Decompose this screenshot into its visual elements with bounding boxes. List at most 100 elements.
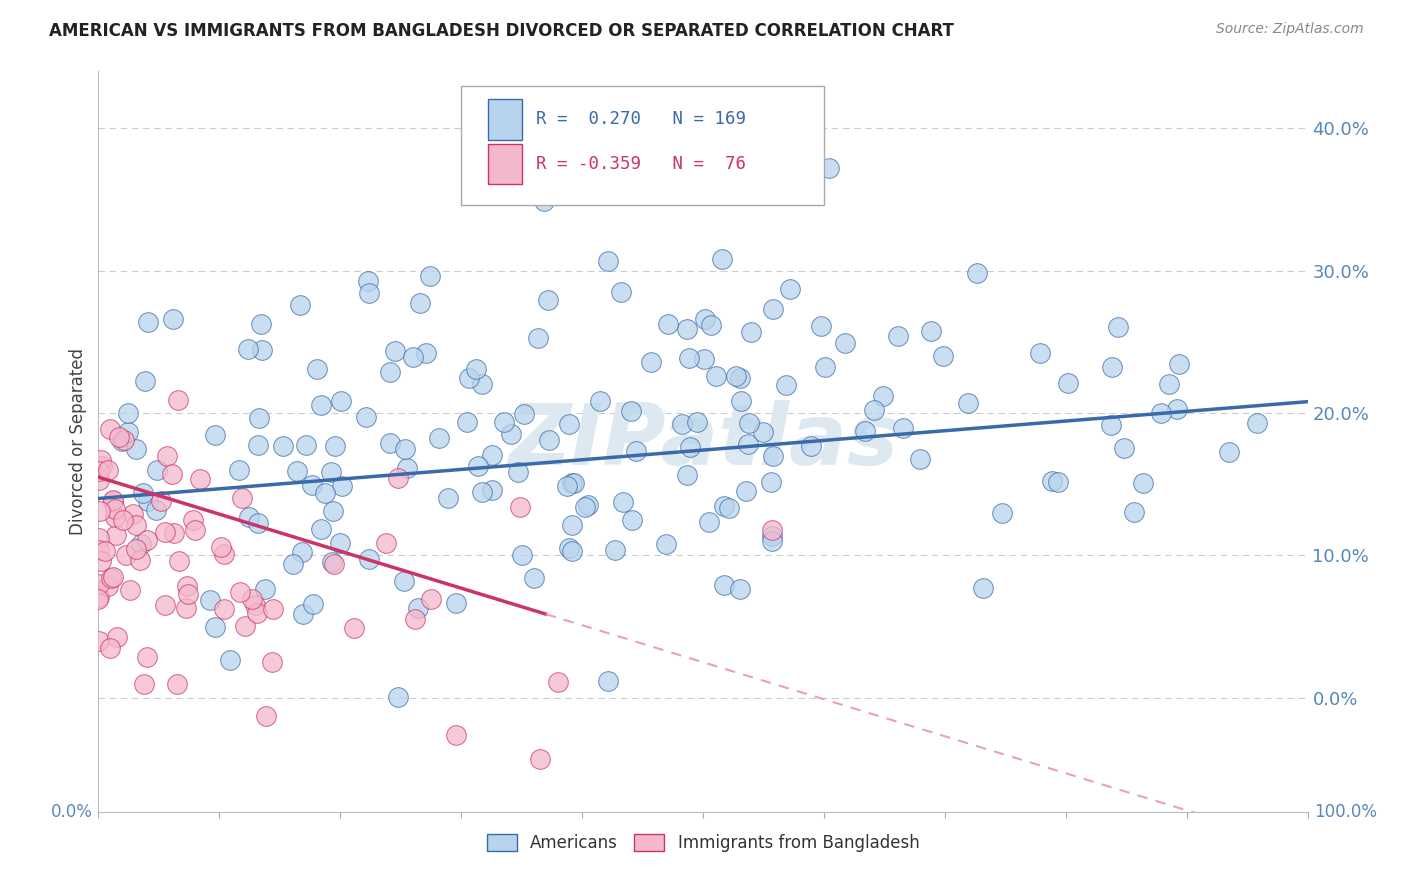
Point bbox=[131, 486, 153, 500]
Point bbox=[406, 601, 429, 615]
Point bbox=[89, 504, 111, 518]
Point bbox=[761, 524, 783, 538]
Point bbox=[129, 552, 152, 566]
Point bbox=[620, 404, 643, 418]
Point bbox=[124, 517, 146, 532]
Point bbox=[678, 351, 700, 365]
Point bbox=[471, 376, 494, 391]
Point bbox=[260, 655, 283, 669]
Point bbox=[533, 194, 555, 208]
Point bbox=[409, 296, 432, 310]
Point bbox=[481, 483, 503, 497]
Point bbox=[920, 324, 942, 338]
Point bbox=[105, 528, 128, 542]
Point bbox=[624, 444, 647, 458]
Point bbox=[125, 442, 148, 456]
Point bbox=[513, 407, 536, 421]
Point bbox=[471, 485, 494, 500]
Point bbox=[957, 395, 980, 409]
Point bbox=[523, 571, 546, 585]
Point bbox=[1132, 476, 1154, 491]
Point bbox=[212, 601, 235, 615]
Point bbox=[117, 425, 139, 440]
Point bbox=[547, 674, 569, 689]
Point bbox=[387, 471, 409, 485]
Point bbox=[444, 727, 467, 741]
Point bbox=[1166, 402, 1188, 417]
Point bbox=[910, 451, 932, 466]
Point bbox=[118, 582, 141, 597]
Point bbox=[136, 493, 159, 508]
Point bbox=[314, 485, 336, 500]
Point bbox=[697, 515, 720, 529]
Point bbox=[254, 708, 277, 723]
Point bbox=[153, 598, 176, 612]
Legend: Americans, Immigrants from Bangladesh: Americans, Immigrants from Bangladesh bbox=[479, 828, 927, 859]
Point bbox=[166, 393, 188, 408]
Point bbox=[322, 504, 344, 518]
Point bbox=[991, 506, 1014, 520]
Point bbox=[134, 374, 156, 388]
Point bbox=[250, 343, 273, 357]
Point bbox=[105, 630, 128, 644]
Point bbox=[271, 439, 294, 453]
Point bbox=[87, 591, 110, 606]
Point bbox=[247, 410, 270, 425]
Point bbox=[887, 328, 910, 343]
Point bbox=[558, 541, 581, 556]
Point bbox=[101, 493, 124, 508]
Point bbox=[323, 558, 346, 572]
Text: ZIPatlas: ZIPatlas bbox=[508, 400, 898, 483]
Point bbox=[676, 467, 699, 482]
Point bbox=[135, 533, 157, 548]
Point bbox=[90, 554, 112, 568]
Point bbox=[537, 293, 560, 307]
Point bbox=[1114, 441, 1136, 455]
Point bbox=[162, 312, 184, 326]
Point bbox=[343, 621, 366, 635]
Point bbox=[97, 579, 120, 593]
Point bbox=[250, 317, 273, 331]
Point bbox=[640, 355, 662, 369]
Point bbox=[710, 252, 733, 267]
Point bbox=[233, 619, 256, 633]
Point bbox=[761, 529, 783, 543]
Point bbox=[446, 596, 468, 610]
Point bbox=[108, 430, 131, 444]
Point bbox=[309, 398, 332, 412]
Point bbox=[174, 600, 197, 615]
Point bbox=[675, 321, 697, 335]
Point bbox=[779, 283, 801, 297]
Point bbox=[420, 592, 443, 607]
Point bbox=[283, 557, 305, 571]
Point bbox=[115, 548, 138, 562]
Text: 0.0%: 0.0% bbox=[51, 803, 93, 821]
Point bbox=[166, 677, 188, 691]
Point bbox=[762, 302, 785, 317]
Point bbox=[589, 393, 612, 408]
Point bbox=[1101, 359, 1123, 374]
Text: R =  0.270   N = 169: R = 0.270 N = 169 bbox=[536, 111, 747, 128]
Point bbox=[396, 461, 419, 475]
Point bbox=[657, 318, 679, 332]
FancyBboxPatch shape bbox=[461, 87, 824, 204]
Point bbox=[1218, 445, 1240, 459]
Point bbox=[419, 268, 441, 283]
Point bbox=[394, 442, 416, 456]
Point bbox=[145, 502, 167, 516]
Point bbox=[576, 498, 599, 512]
Point bbox=[163, 525, 186, 540]
Point bbox=[121, 508, 143, 522]
Point bbox=[427, 431, 450, 445]
Point bbox=[810, 319, 832, 334]
Point bbox=[136, 649, 159, 664]
Point bbox=[558, 417, 581, 432]
Point bbox=[394, 574, 416, 589]
Point bbox=[730, 394, 752, 409]
Point bbox=[209, 540, 232, 554]
Point bbox=[872, 389, 894, 403]
Point bbox=[402, 350, 425, 364]
Point bbox=[240, 592, 263, 607]
Point bbox=[104, 510, 127, 524]
FancyBboxPatch shape bbox=[488, 99, 522, 140]
